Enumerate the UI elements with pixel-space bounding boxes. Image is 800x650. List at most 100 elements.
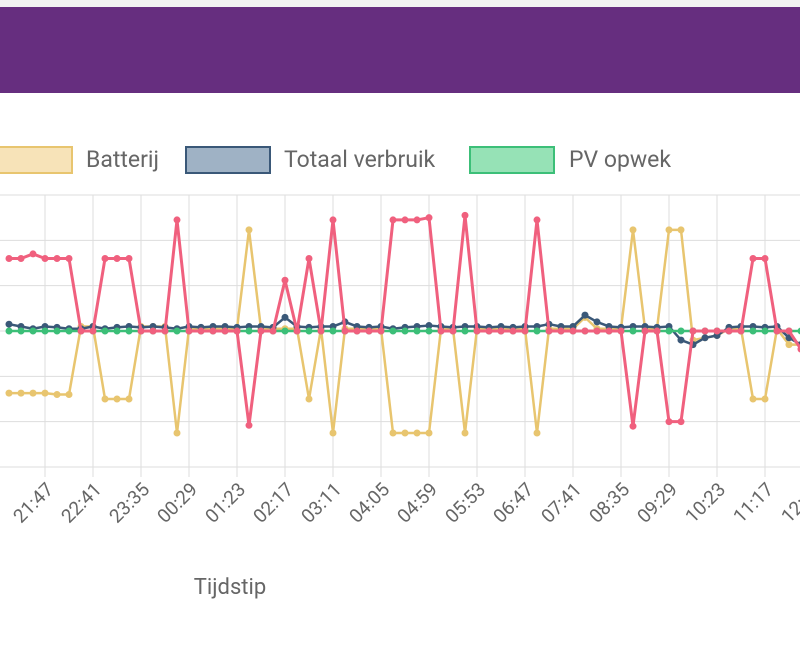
data-point	[450, 328, 457, 335]
data-point	[750, 255, 757, 262]
legend-label: PV opwek	[569, 146, 671, 173]
data-point	[486, 328, 493, 335]
data-point	[366, 328, 373, 335]
data-point	[594, 318, 601, 325]
header-bar	[0, 7, 800, 93]
data-point	[174, 430, 181, 437]
x-tick-label: 04:59	[392, 478, 442, 528]
data-point	[6, 321, 13, 328]
data-point	[150, 328, 157, 335]
data-point	[54, 391, 61, 398]
data-point	[558, 328, 565, 335]
data-point	[462, 212, 469, 219]
data-point	[18, 255, 25, 262]
data-point	[126, 396, 133, 403]
data-point	[426, 214, 433, 221]
x-tick-label: 03:11	[296, 478, 346, 528]
data-point	[390, 216, 397, 223]
data-point	[474, 328, 481, 335]
top-strip	[0, 0, 800, 7]
data-point	[282, 277, 289, 284]
data-point	[618, 328, 625, 335]
data-point	[114, 328, 121, 335]
data-point	[246, 422, 253, 429]
data-point	[774, 328, 781, 335]
data-point	[750, 396, 757, 403]
data-point	[18, 390, 25, 397]
data-point	[594, 328, 601, 335]
data-point	[630, 226, 637, 233]
data-point	[234, 328, 241, 335]
x-tick-label: 00:29	[152, 478, 202, 528]
data-point	[306, 396, 313, 403]
data-point	[6, 255, 13, 262]
data-point	[402, 430, 409, 437]
data-point	[42, 328, 49, 335]
data-point	[198, 328, 205, 335]
data-point	[786, 328, 793, 335]
data-point	[222, 328, 229, 335]
data-point	[678, 418, 685, 425]
data-point	[390, 328, 397, 335]
data-point	[762, 328, 769, 335]
x-tick-label: 23:35	[104, 478, 154, 528]
data-point	[762, 255, 769, 262]
data-point	[714, 328, 721, 335]
x-tick-label: 05:53	[440, 478, 490, 528]
data-point	[126, 255, 133, 262]
data-point	[66, 328, 73, 335]
x-tick-label: 09:29	[632, 478, 682, 528]
data-point	[702, 328, 709, 335]
data-point	[654, 328, 661, 335]
data-point	[102, 396, 109, 403]
data-point	[330, 328, 337, 335]
x-tick-label: 22:41	[56, 478, 106, 528]
data-point	[402, 328, 409, 335]
data-point	[582, 312, 589, 319]
data-point	[666, 226, 673, 233]
data-point	[534, 430, 541, 437]
data-point	[6, 390, 13, 397]
data-point	[6, 328, 13, 335]
data-point	[510, 328, 517, 335]
data-point	[606, 328, 613, 335]
plot: 21:4722:4123:3500:2901:2302:1703:1104:05…	[0, 146, 800, 527]
data-point	[690, 328, 697, 335]
data-point	[174, 328, 181, 335]
data-point	[186, 328, 193, 335]
data-point	[270, 328, 277, 335]
x-tick-label: 11:17	[728, 478, 778, 528]
data-point	[102, 328, 109, 335]
data-point	[210, 328, 217, 335]
x-tick-label: 10:23	[680, 478, 730, 528]
data-point	[738, 328, 745, 335]
data-point	[750, 328, 757, 335]
data-point	[726, 328, 733, 335]
data-point	[30, 328, 37, 335]
data-point	[42, 390, 49, 397]
data-point	[306, 328, 313, 335]
data-point	[462, 328, 469, 335]
data-point	[66, 255, 73, 262]
data-point	[354, 328, 361, 335]
data-point	[246, 328, 253, 335]
data-point	[318, 328, 325, 335]
data-point	[306, 255, 313, 262]
data-point	[702, 334, 709, 341]
data-point	[786, 341, 793, 348]
data-point	[426, 328, 433, 335]
x-tick-label: 04:05	[344, 478, 394, 528]
data-point	[666, 328, 673, 335]
data-point	[30, 250, 37, 257]
data-point	[678, 328, 685, 335]
data-point	[630, 328, 637, 335]
data-point	[522, 328, 529, 335]
data-point	[330, 430, 337, 437]
data-point	[330, 216, 337, 223]
data-point	[30, 390, 37, 397]
data-point	[414, 216, 421, 223]
data-point	[114, 396, 121, 403]
data-point	[90, 328, 97, 335]
